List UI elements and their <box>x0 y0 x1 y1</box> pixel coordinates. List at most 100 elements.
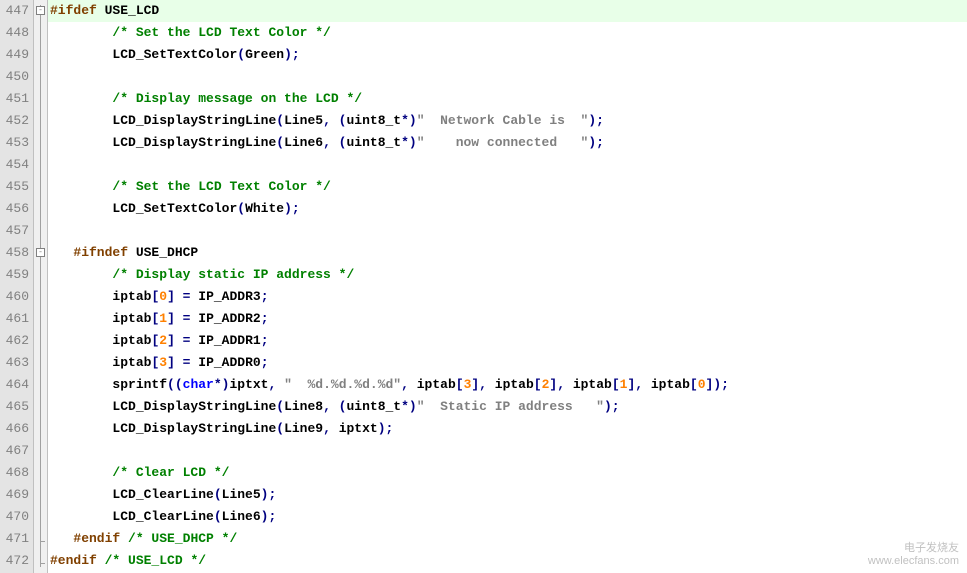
code-line[interactable]: LCD_DisplayStringLine(Line8, (uint8_t*)"… <box>48 396 967 418</box>
token-ident: LCD_DisplayStringLine <box>112 399 276 414</box>
line-number: 466 <box>2 418 29 440</box>
line-number: 464 <box>2 374 29 396</box>
token-num: 0 <box>698 377 706 392</box>
token-num: 3 <box>159 355 167 370</box>
watermark-url: www.elecfans.com <box>868 555 959 567</box>
code-line[interactable]: LCD_DisplayStringLine(Line5, (uint8_t*)"… <box>48 110 967 132</box>
code-line[interactable]: /* Set the LCD Text Color */ <box>48 22 967 44</box>
code-line[interactable]: #endif /* USE_DHCP */ <box>48 528 967 550</box>
token-punc: , <box>401 377 417 392</box>
token-ident <box>50 355 112 370</box>
code-line[interactable]: LCD_DisplayStringLine(Line6, (uint8_t*)"… <box>48 132 967 154</box>
watermark-brand: 电子发烧友 <box>868 539 959 555</box>
code-line[interactable]: #ifdef USE_LCD <box>48 0 967 22</box>
token-pre: #ifndef <box>73 245 128 260</box>
code-editor[interactable]: 4474484494504514524534544554564574584594… <box>0 0 967 573</box>
code-line[interactable]: LCD_DisplayStringLine(Line9, iptxt); <box>48 418 967 440</box>
token-ident: LCD_DisplayStringLine <box>112 135 276 150</box>
token-ident <box>120 531 128 546</box>
code-line[interactable] <box>48 440 967 462</box>
code-area[interactable]: #ifdef USE_LCD /* Set the LCD Text Color… <box>48 0 967 573</box>
token-ident: iptab <box>495 377 534 392</box>
token-punc: (( <box>167 377 183 392</box>
token-ident <box>50 25 112 40</box>
token-ident <box>97 553 105 568</box>
token-punc: ); <box>284 47 300 62</box>
code-line[interactable] <box>48 220 967 242</box>
fold-margin[interactable]: -- <box>34 0 48 573</box>
fold-end-icon <box>40 537 45 542</box>
token-punc: ], <box>627 377 650 392</box>
fold-guide-line <box>40 5 41 567</box>
token-comment: /* USE_LCD */ <box>105 553 206 568</box>
token-ident: USE_DHCP <box>136 245 198 260</box>
line-number: 468 <box>2 462 29 484</box>
line-number: 462 <box>2 330 29 352</box>
token-ident: sprintf <box>112 377 167 392</box>
code-line[interactable] <box>48 154 967 176</box>
token-num: 1 <box>159 311 167 326</box>
line-number: 447 <box>2 0 29 22</box>
line-number: 454 <box>2 154 29 176</box>
token-punc: ); <box>378 421 394 436</box>
token-ident: IP_ADDR0 <box>198 355 260 370</box>
token-ident <box>50 399 112 414</box>
token-ident <box>50 311 112 326</box>
code-line[interactable] <box>48 66 967 88</box>
line-number: 450 <box>2 66 29 88</box>
line-number: 461 <box>2 308 29 330</box>
code-line[interactable]: sprintf((char*)iptxt, " %d.%d.%d.%d", ip… <box>48 374 967 396</box>
code-line[interactable]: LCD_ClearLine(Line5); <box>48 484 967 506</box>
token-comment: /* Display message on the LCD */ <box>112 91 362 106</box>
code-line[interactable]: iptab[1] = IP_ADDR2; <box>48 308 967 330</box>
code-line[interactable]: /* Clear LCD */ <box>48 462 967 484</box>
code-line[interactable]: #endif /* USE_LCD */ <box>48 550 967 572</box>
token-punc: ); <box>261 509 277 524</box>
line-number: 448 <box>2 22 29 44</box>
token-punc: , <box>323 421 339 436</box>
token-ident: iptab <box>112 311 151 326</box>
token-ident: iptab <box>112 355 151 370</box>
token-num: 0 <box>159 289 167 304</box>
token-punc: ] = <box>167 333 198 348</box>
token-punc: ); <box>604 399 620 414</box>
code-line[interactable]: LCD_SetTextColor(Green); <box>48 44 967 66</box>
code-line[interactable]: iptab[3] = IP_ADDR0; <box>48 352 967 374</box>
code-line[interactable]: iptab[2] = IP_ADDR1; <box>48 330 967 352</box>
token-punc: ); <box>261 487 277 502</box>
code-line[interactable]: /* Display static IP address */ <box>48 264 967 286</box>
line-number-gutter: 4474484494504514524534544554564574584594… <box>0 0 34 573</box>
token-punc: [ <box>612 377 620 392</box>
code-line[interactable]: iptab[0] = IP_ADDR3; <box>48 286 967 308</box>
token-ident <box>50 113 112 128</box>
token-punc: [ <box>456 377 464 392</box>
token-punc: ] = <box>167 289 198 304</box>
token-ident: IP_ADDR1 <box>198 333 260 348</box>
code-line[interactable]: /* Set the LCD Text Color */ <box>48 176 967 198</box>
token-pre: #ifdef <box>50 3 97 18</box>
fold-toggle-icon[interactable]: - <box>36 248 45 257</box>
code-line[interactable]: LCD_SetTextColor(White); <box>48 198 967 220</box>
token-punc: , <box>268 377 284 392</box>
token-comment: /* USE_DHCP */ <box>128 531 237 546</box>
token-ident: LCD_ClearLine <box>112 487 213 502</box>
token-ident: Green <box>245 47 284 62</box>
code-line[interactable]: /* Display message on the LCD */ <box>48 88 967 110</box>
code-line[interactable]: LCD_ClearLine(Line6); <box>48 506 967 528</box>
line-number: 465 <box>2 396 29 418</box>
token-punc: ] = <box>167 355 198 370</box>
line-number: 463 <box>2 352 29 374</box>
token-comment: /* Display static IP address */ <box>112 267 354 282</box>
line-number: 467 <box>2 440 29 462</box>
token-ident: Line8 <box>284 399 323 414</box>
code-line[interactable]: #ifndef USE_DHCP <box>48 242 967 264</box>
token-punc: [ <box>690 377 698 392</box>
token-punc: *) <box>214 377 230 392</box>
line-number: 471 <box>2 528 29 550</box>
token-ident: LCD_DisplayStringLine <box>112 113 276 128</box>
token-ident <box>50 201 112 216</box>
token-ident: uint8_t <box>346 135 401 150</box>
token-punc: ); <box>588 113 604 128</box>
fold-toggle-icon[interactable]: - <box>36 6 45 15</box>
token-ident <box>50 91 112 106</box>
